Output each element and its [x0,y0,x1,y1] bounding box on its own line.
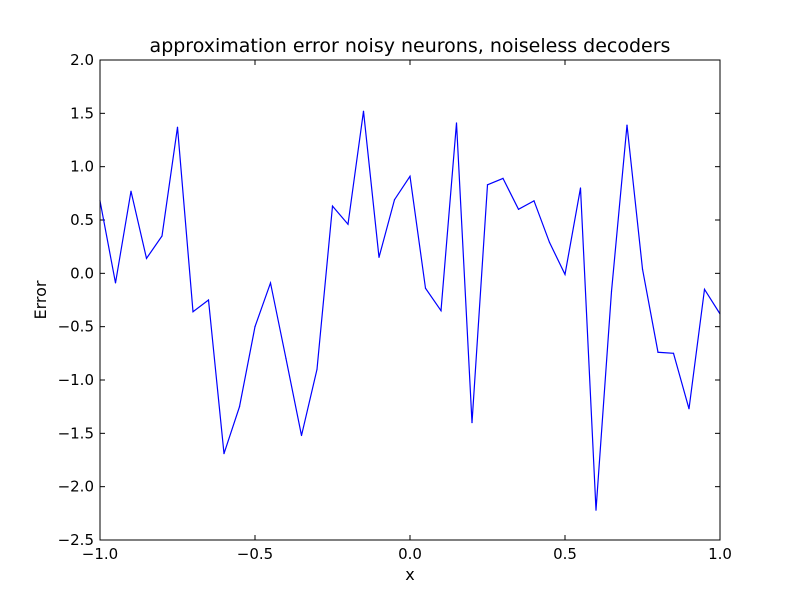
data-point [595,509,597,511]
chart-title: approximation error noisy neurons, noise… [150,35,671,57]
data-point [176,126,179,128]
data-point [502,177,504,179]
y-tick-label: −2.0 [58,478,94,496]
data-point [440,310,442,312]
data-point [192,311,194,313]
data-point [114,282,117,284]
axis-ticks: −1.0 −0.5 0.0 0.5 1.0 −2.5 −2.0 −1.5 −1.0 −0.5 0.0… [58,51,732,563]
data-point [393,199,396,201]
data-point [409,175,411,177]
data-point [703,288,706,290]
data-point [362,110,365,112]
x-axis-label: x [405,565,414,584]
data-point [424,287,427,289]
data-point [548,241,551,243]
y-tick-label: 2.0 [70,51,94,69]
data-point [285,358,287,360]
y-tick-label: 1.5 [70,104,94,122]
data-point [533,200,535,202]
y-tick-label: −1.0 [58,371,94,389]
data-point [207,299,210,301]
x-tick-label: −0.5 [237,545,273,563]
y-tick-label: −1.5 [58,424,94,442]
x-tick-label: −1.0 [82,545,118,563]
data-point [564,273,566,275]
data-point [641,268,644,270]
y-tick-label: 0.5 [70,211,94,229]
data-point [300,434,303,437]
y-tick-label: 1.0 [70,158,94,176]
y-tick-label: −0.5 [58,318,94,336]
plot-frame [99,59,721,541]
data-point [331,205,334,207]
data-point [145,257,148,259]
y-axis-label: Error [31,280,50,319]
data-point [688,408,690,410]
data-point [471,422,473,424]
data-point [238,406,241,408]
data-point [657,351,659,353]
data-point [269,282,272,284]
data-point [130,190,132,192]
y-tick-label: −2.5 [58,531,94,549]
data-point [223,453,225,455]
data-point [517,208,520,210]
data-point [486,184,489,186]
x-tick-label: 1.0 [708,545,732,563]
x-tick-label: 0.0 [398,545,422,563]
data-point [626,124,628,126]
y-tick-label: 0.0 [70,264,94,282]
data-point [579,187,582,189]
data-point [316,368,318,370]
data-point [455,122,458,124]
x-tick-label: 0.5 [553,545,577,563]
data-point [254,326,256,328]
data-point [347,223,349,225]
data-point [610,290,613,293]
data-point [161,235,163,237]
data-point [378,256,380,258]
data-point [672,352,675,354]
